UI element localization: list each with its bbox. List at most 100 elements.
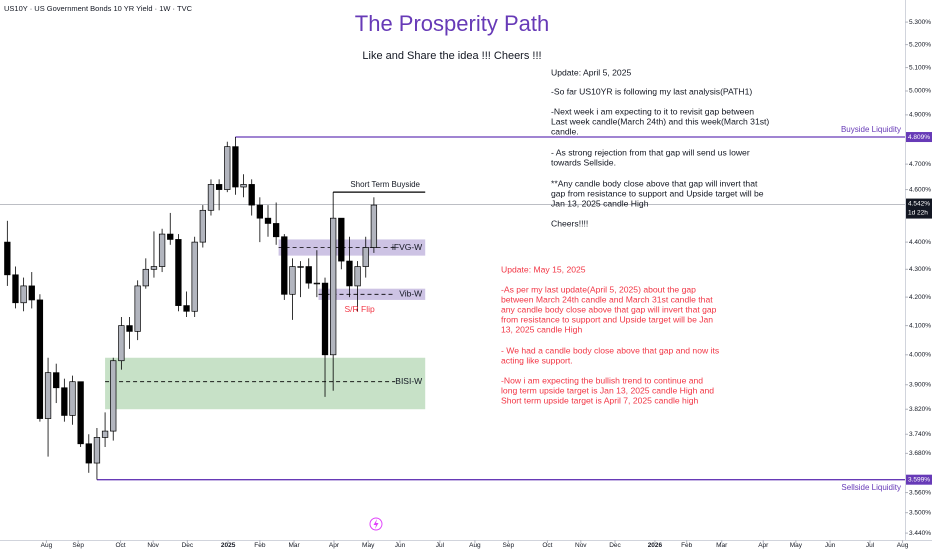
candle-body: [297, 266, 304, 268]
y-tick-label: 4.400%: [909, 239, 931, 246]
countdown: 1d 22h: [908, 209, 928, 216]
x-tick-label: 2026: [648, 542, 663, 549]
candle-body: [321, 282, 329, 356]
note-line: Jan 13, 2025 candle High: [551, 198, 649, 208]
candle-body: [101, 430, 109, 438]
update-note-line: between March 24th candle and March 31st…: [501, 294, 713, 304]
y-tick-label: 3.560%: [909, 489, 931, 496]
note-line: - As strong rejection from that gap will…: [551, 147, 750, 157]
candle-body: [20, 285, 27, 304]
candle-body: [28, 285, 35, 301]
x-tick-label: Sep: [72, 542, 84, 549]
candle-body: [215, 184, 223, 190]
x-tick-label: 2025: [221, 542, 236, 549]
candle-body: [330, 217, 337, 356]
candle-body: [126, 325, 133, 332]
x-tick-label: Mar: [288, 542, 300, 549]
candle-body: [224, 146, 231, 190]
update-note-line: Short term upside target is April 7, 202…: [501, 395, 699, 405]
x-tick-label: Sep: [503, 542, 515, 549]
x-tick-label: Jun: [395, 542, 406, 549]
x-tick-label: Aug: [897, 542, 909, 549]
price-label-bg: [906, 132, 932, 143]
note-line: gap from resistance to support and Upsid…: [551, 188, 764, 198]
zone-label: BISI-W: [395, 376, 422, 386]
update-note-line: any candle body close above that gap wil…: [501, 304, 717, 314]
y-tick-label: 4.300%: [909, 266, 931, 273]
y-tick-label: 3.680%: [909, 450, 931, 457]
candle-body: [199, 209, 206, 243]
candle-body: [207, 184, 215, 211]
candle-body: [4, 241, 11, 276]
y-tick-label: 5.300%: [909, 19, 931, 26]
candle-body: [264, 217, 272, 224]
y-tick-label: 4.000%: [909, 352, 931, 359]
price-label-bg: [906, 474, 932, 485]
update-note-line: Update: May 15, 2025: [501, 264, 586, 274]
update-note-line: -Now i am expecting the bullish trend to…: [501, 375, 703, 385]
candle-body: [53, 372, 60, 389]
x-tick-label: Nov: [147, 542, 159, 549]
y-tick-label: 4.100%: [909, 322, 931, 329]
candle-body: [142, 268, 149, 287]
candle-body: [232, 146, 239, 188]
level-name: Short Term Buyside: [350, 180, 420, 189]
chart-subtitle: Like and Share the idea !!! Cheers !!!: [362, 50, 541, 62]
x-tick-label: Nov: [575, 542, 587, 549]
x-tick-label: Jul: [436, 542, 445, 549]
y-tick-label: 3.500%: [909, 509, 931, 516]
x-tick-label: Aug: [469, 542, 481, 549]
zone: [318, 288, 426, 300]
candle-body: [61, 387, 68, 416]
level-name: Sellside Liquidity: [841, 483, 901, 492]
note-line: towards Sellside.: [551, 157, 616, 167]
x-tick-label: Oct: [115, 542, 125, 549]
update-note-line: -As per my last update(April 5, 2025) ab…: [501, 284, 696, 294]
y-tick-label: 5.000%: [909, 88, 931, 95]
candle-body: [77, 381, 84, 445]
x-tick-label: Jul: [866, 542, 875, 549]
x-tick-label: May: [362, 542, 375, 549]
candle-body: [93, 437, 101, 464]
candle-body: [44, 372, 52, 419]
y-tick-label: 3.440%: [909, 530, 931, 537]
note-line: Last week candle(March 24th) and this we…: [551, 116, 769, 126]
x-tick-label: Feb: [681, 542, 693, 549]
candle-body: [118, 325, 125, 362]
chart-title: The Prosperity Path: [355, 11, 549, 36]
y-tick-label: 5.200%: [909, 41, 931, 48]
x-tick-label: May: [790, 542, 803, 549]
candle-body: [346, 260, 353, 287]
zone-label: iFVG-W: [392, 242, 422, 252]
note-line: candle.: [551, 126, 579, 136]
y-tick-label: 3.740%: [909, 431, 931, 438]
x-tick-label: Dec: [609, 542, 621, 549]
x-tick-label: Apr: [758, 542, 769, 549]
candle-body: [110, 360, 117, 432]
update-note-line: long term upside target is Jan 13, 2025 …: [501, 385, 714, 395]
zone-label: Vib-W: [399, 289, 422, 299]
candle-body: [167, 233, 174, 240]
x-tick-label: Aug: [41, 542, 53, 549]
candle-body: [248, 184, 255, 206]
note-line: -Next week i am expecting to it to revis…: [551, 106, 754, 116]
candle-body: [354, 266, 361, 287]
update-note-line: 13, 2025 candle High: [501, 324, 582, 334]
x-tick-label: Jun: [825, 542, 836, 549]
candle-body: [85, 443, 92, 464]
x-tick-label: Dec: [182, 542, 194, 549]
candle-body: [12, 274, 19, 304]
y-tick-label: 5.100%: [909, 64, 931, 71]
x-tick-label: Oct: [542, 542, 552, 549]
icon-bolt[interactable]: [373, 519, 379, 529]
candle-body: [150, 266, 158, 270]
x-tick-label: Apr: [329, 542, 340, 549]
candle-body: [370, 204, 378, 248]
y-tick-label: 4.200%: [909, 294, 931, 301]
candle-body: [175, 239, 182, 306]
idea-icon[interactable]: [369, 517, 383, 531]
note-line: Update: April 5, 2025: [551, 67, 631, 77]
candle-body: [134, 285, 141, 332]
update-note-line: - We had a candle body close above that …: [501, 345, 719, 355]
